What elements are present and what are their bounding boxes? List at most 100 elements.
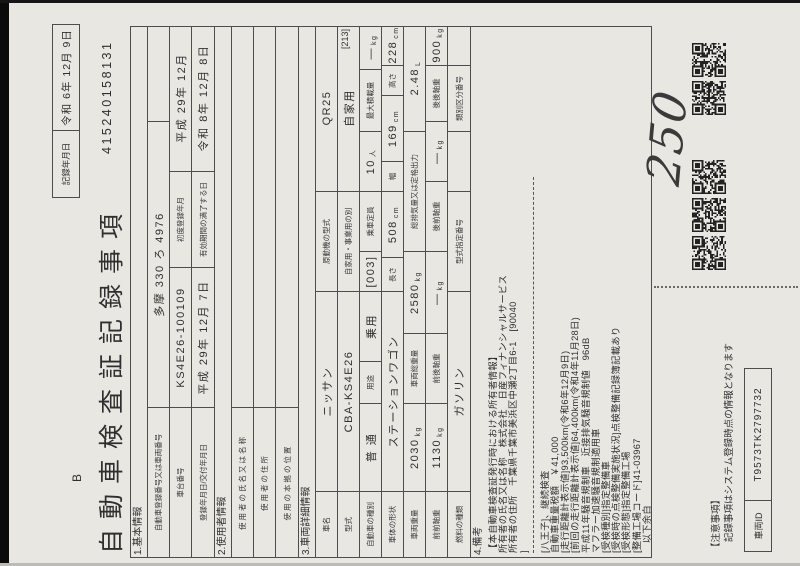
field-value <box>232 25 253 407</box>
field-label: 自動車の種別 <box>360 491 381 557</box>
field-value: 169 cm <box>382 95 403 161</box>
field-label: 車名 <box>316 491 337 557</box>
field-label: 使用の本拠の位置 <box>276 407 298 557</box>
remarks-line: [八王子]、継続検査 <box>539 470 550 553</box>
notice-heading: 【注意事項】 <box>711 494 722 552</box>
main-form-frame: 1.基本情報 自動車登録番号又は車両番号 多摩 330 ろ 4976 車台番号 KS4… <box>130 26 652 558</box>
field-label: 自動車登録番号又は車両番号 <box>148 407 169 557</box>
field-label: 乗車定員 <box>360 191 381 251</box>
field-label: 車両重量 <box>404 491 425 557</box>
field-label: 車両総重量 <box>404 333 425 403</box>
notice-block: 【注意事項】 記録事項はシステム登録時点の情報となります <box>710 343 736 552</box>
field-value: 多摩 330 ろ 4976 <box>148 121 169 407</box>
field-value: 508 cm <box>382 191 403 257</box>
field-value: 自家用 [213] <box>340 29 356 127</box>
field-value: ステーションワゴン <box>382 291 403 491</box>
field-label: 車台番号 <box>170 407 191 557</box>
field-value <box>448 25 470 65</box>
remarks-line: [整備工場コード]41-03967 <box>631 438 642 553</box>
table-row: 燃料の種類 ガソリン 型式指定番号 類別区分番号 <box>448 27 470 557</box>
remarks-separator <box>532 177 535 553</box>
field-value: 令和 8年 12月 8日 <box>198 44 210 152</box>
field-label: 登録年月日/交付年月日 <box>192 407 214 557</box>
field-value: 2580 kg <box>404 251 425 333</box>
remarks-line: [受検種別]指定整備車 <box>601 460 612 553</box>
handwritten-note: 250 <box>636 84 698 190</box>
table-row: 使用の本拠の位置 <box>276 27 298 557</box>
field-label: 類別区分番号 <box>448 65 470 131</box>
table-row: 型式 CBA-KS4E26 自家用・事業用の別 自家用 [213] <box>338 27 360 557</box>
field-label: 車体の形状 <box>382 491 403 557</box>
remarks-line: 自動車重量税額 ￥41,000 <box>550 436 561 553</box>
field-label: 自家用・事業用の別 <box>338 191 359 291</box>
field-label: 用途 <box>360 361 381 403</box>
field-value: CBA-KS4E26 <box>338 291 359 491</box>
field-value <box>448 131 470 191</box>
field-label: 幅 <box>382 161 403 191</box>
section-heading-remarks: 4.備考 <box>473 526 484 555</box>
table-row: 車体の形状 ステーションワゴン 長さ 508 cm 幅 169 cm 高さ 228 cm <box>382 26 404 557</box>
table-row: 自動車の種別普 通用途 乗用 [003] 乗車定員 10 人最大積載量 ― kg <box>360 27 382 557</box>
field-label: 有効期間の満了する日 <box>192 171 214 267</box>
vehicle-id-value: T9573TK2797732 <box>752 387 764 482</box>
qr-code-3-icon <box>692 160 726 194</box>
field-value: 平成 29年 12月 7日 <box>192 267 214 407</box>
field-value: 乗用 <box>360 291 381 361</box>
cell-code-note: [213] <box>340 29 350 50</box>
remarks-line: [前回の走行距離計表示値]64,400km(令和4年11月28日) <box>570 317 581 553</box>
field-value: ガソリン <box>448 291 470 491</box>
field-value: 2.48 L <box>408 60 423 96</box>
section-heading-user-info: 2.使用者情報 <box>217 496 228 555</box>
qr-code-row <box>692 38 728 270</box>
field-value: 900 kg <box>430 27 445 63</box>
field-value: [003] <box>360 251 381 291</box>
qr-code-4-icon <box>692 81 726 115</box>
table-row: 自動車登録番号又は車両番号 多摩 330 ろ 4976 <box>148 27 170 557</box>
field-value: 2030 kg <box>404 403 425 491</box>
field-label: 前前軸重 <box>426 491 447 557</box>
section-heading-vehicle-info: 3.車両詳細情報 <box>301 486 312 555</box>
user-info-table: 使用者の氏名又は名称 使用者の住所 使用の本拠の位置 <box>231 27 299 557</box>
field-value: ニッサン <box>316 291 337 491</box>
field-label: 後後軸重 <box>426 65 447 121</box>
record-date-label: 記録年月日 <box>53 130 79 197</box>
table-row: 前前軸重 1130 kg 前後軸重 ― kg 後前軸重 ― kg 後後軸重 900 kg <box>426 27 448 557</box>
field-label: 使用者の住所 <box>254 407 275 557</box>
basic-info-table: 自動車登録番号又は車両番号 多摩 330 ろ 4976 車台番号 KS4E26-100… <box>147 27 215 557</box>
table-row: 車名 ニッサン 原動機の型式 QR25 <box>316 27 338 557</box>
field-label: 使用者の氏名又は名称 <box>232 407 253 557</box>
remarks-line: 所有者の住所 千葉県千葉市美浜区中瀬2丁目6-1 [90040 <box>508 301 519 553</box>
section-heading-basic-info: 1.基本情報 <box>133 506 144 555</box>
remarks-line: 【本自動車検査証発行時における所有者情報】 <box>488 351 498 553</box>
field-value: 228 cm <box>386 26 401 64</box>
field-label: 型式指定番号 <box>448 191 470 291</box>
field-value <box>148 25 169 121</box>
remarks-line: 所有者の氏名又は名称 株式会社 日産フィナンシャルサービス <box>498 274 509 553</box>
vehicle-id-label: 車両ID <box>745 500 771 551</box>
field-value: ― kg <box>426 251 447 333</box>
field-value <box>254 25 275 407</box>
form-code-b: B <box>70 473 84 482</box>
field-value: 平成 29年 12月 <box>175 53 188 143</box>
field-label: 初度登録年月 <box>170 171 191 267</box>
vehicle-info-table: 車名 ニッサン 原動機の型式 QR25 型式 CBA-KS4E26 自家用・事業用の別 自家用… <box>315 26 471 557</box>
remarks-line: [受検形態]指定整備工場 <box>621 451 632 553</box>
field-value: ― kg <box>426 121 447 181</box>
notice-text: 記録事項はシステム登録時点の情報となります <box>724 343 735 542</box>
qr-code-1-icon <box>692 236 726 270</box>
field-label: 前後軸重 <box>426 333 447 403</box>
dotted-divider <box>654 286 798 288</box>
remarks-line: [受検時の点検整備実施状況]点検整備記録簿記載あり <box>611 326 622 554</box>
vehicle-id-box: 車両ID T9573TK2797732 <box>744 368 772 552</box>
table-row: 車両重量 2030 kg 車両総重量 2580 kg 総排気量又は定格出力 2.48 L <box>404 27 426 557</box>
field-label: 原動機の型式 <box>316 191 337 291</box>
field-label: 最大積載量 <box>360 69 381 131</box>
field-value: 10 人 <box>360 131 381 191</box>
field-value: 1130 kg <box>426 403 447 491</box>
scan-edge-artifact <box>0 0 9 566</box>
field-value: ― kg <box>364 34 379 60</box>
field-label: 燃料の種類 <box>448 491 470 557</box>
field-label: 長さ <box>382 257 403 291</box>
field-value: 普 通 <box>360 403 381 491</box>
